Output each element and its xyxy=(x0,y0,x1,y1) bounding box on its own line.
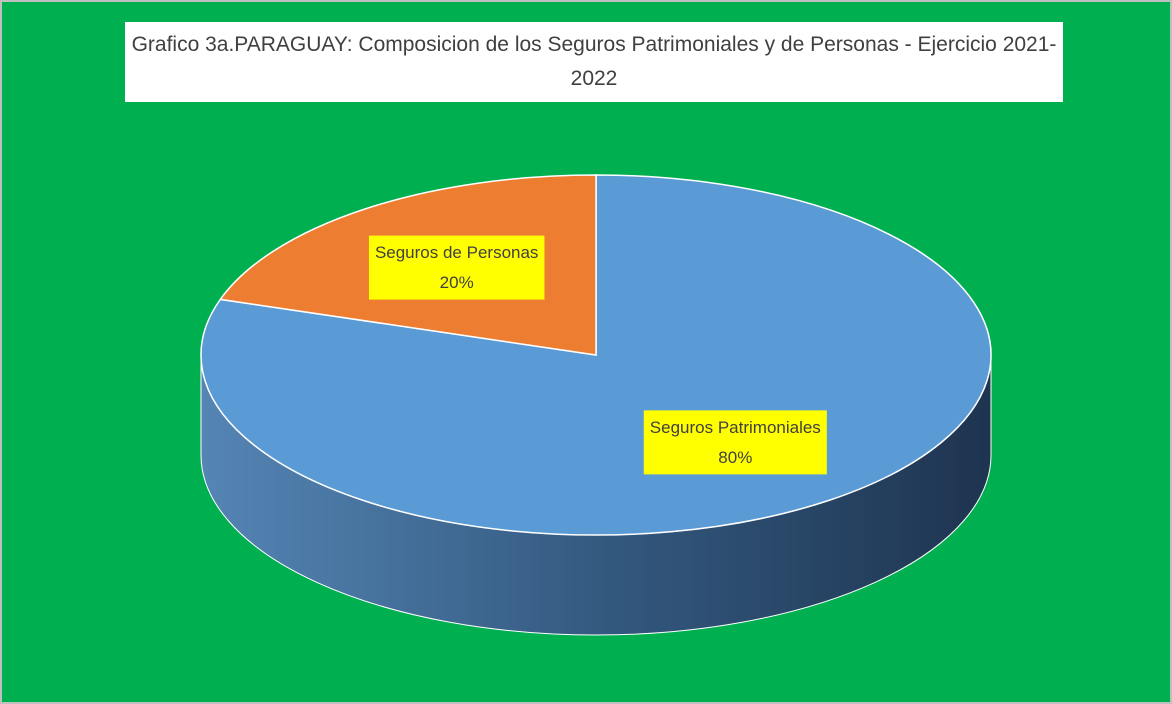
data-label-category: Seguros Patrimoniales xyxy=(650,418,821,437)
data-label: Seguros Patrimoniales 80% xyxy=(643,410,827,475)
data-label: Seguros de Personas 20% xyxy=(368,235,545,300)
data-label-box xyxy=(368,235,545,300)
data-label-value: 80% xyxy=(718,448,752,467)
data-label-box xyxy=(643,410,827,475)
data-label-value: 20% xyxy=(440,273,474,292)
data-label-category: Seguros de Personas xyxy=(375,243,539,262)
chart-title: Grafico 3a.PARAGUAY: Composicion de los … xyxy=(125,22,1063,102)
